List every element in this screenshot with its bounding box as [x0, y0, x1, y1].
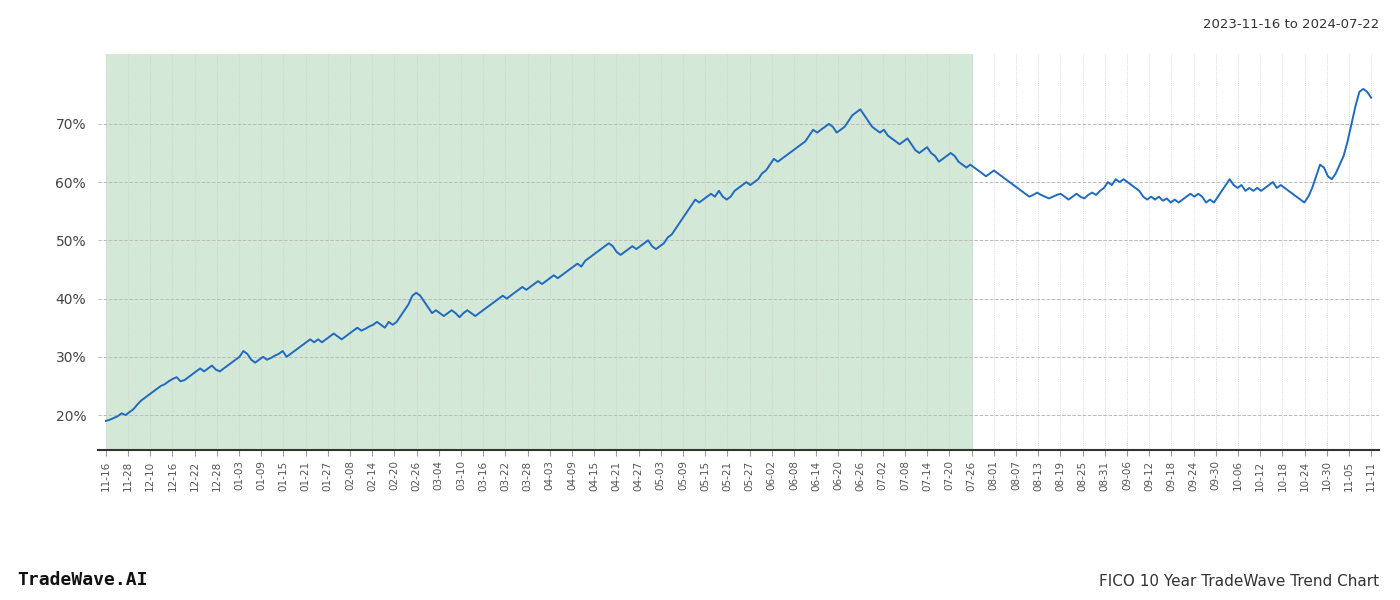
Text: FICO 10 Year TradeWave Trend Chart: FICO 10 Year TradeWave Trend Chart	[1099, 574, 1379, 589]
Text: TradeWave.AI: TradeWave.AI	[17, 571, 147, 589]
Text: 2023-11-16 to 2024-07-22: 2023-11-16 to 2024-07-22	[1203, 18, 1379, 31]
Bar	[106, 54, 972, 450]
